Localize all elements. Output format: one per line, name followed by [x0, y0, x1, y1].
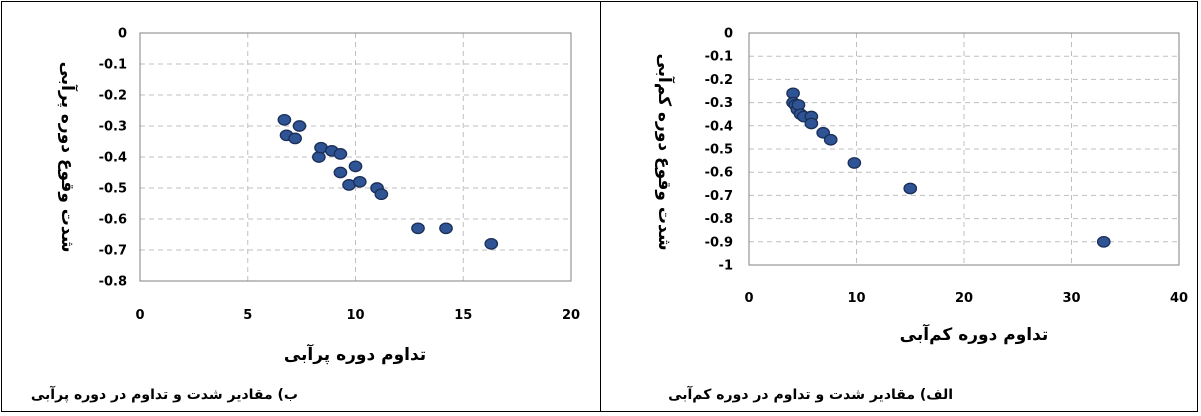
y-tick-label: -0.3 — [705, 96, 733, 111]
data-point — [333, 166, 348, 179]
y-tick-label: -0.2 — [705, 73, 733, 88]
y-tick-label: 0 — [118, 27, 127, 42]
plot-area — [139, 32, 572, 282]
x-tick-label: 10 — [346, 308, 364, 323]
y-tick-label: -0.3 — [99, 120, 127, 135]
data-point — [374, 188, 389, 201]
data-point — [804, 117, 819, 130]
y-axis-title: شدت وقوع دوره کم‌آبی — [654, 53, 676, 250]
x-tick-label: 0 — [135, 308, 144, 323]
panel-wet-period: 0 -0.1 -0.2 -0.3 -0.4 -0.5 -0.6 -0.7 -0.8 0 5 10 15 2… — [0, 0, 600, 416]
y-tick-label: -0.6 — [99, 213, 127, 228]
plot-area — [748, 32, 1180, 266]
y-tick-label: -0.8 — [99, 275, 127, 290]
data-point — [288, 132, 303, 145]
x-tick-label: 0 — [744, 291, 753, 306]
data-point — [847, 157, 862, 169]
y-tick-label: -0.4 — [99, 151, 127, 166]
y-tick-label: -0.8 — [705, 212, 733, 227]
y-tick-label: -0.6 — [705, 166, 733, 181]
data-point — [352, 175, 367, 188]
y-tick-label: -0.5 — [99, 182, 127, 197]
y-tick-label: -0.4 — [705, 119, 733, 134]
data-point — [1096, 235, 1111, 248]
data-point — [903, 182, 918, 195]
data-point — [411, 222, 425, 235]
data-point — [333, 148, 348, 160]
y-tick-label: -0.1 — [99, 58, 127, 73]
scatter-chart-wet-period: 0 -0.1 -0.2 -0.3 -0.4 -0.5 -0.6 -0.7 -0.8 0 5 10 15 2… — [57, 27, 580, 366]
panel-divider — [600, 1, 601, 412]
data-point — [312, 151, 326, 163]
data-point — [348, 160, 363, 173]
y-tick-label: -0.5 — [705, 143, 733, 158]
x-axis-title: تداوم دوره پرآبی — [284, 343, 426, 365]
y-tick-label: 0 — [724, 27, 733, 42]
y-tick-label: -0.9 — [705, 235, 733, 250]
x-tick-label: 10 — [847, 291, 865, 306]
data-point — [791, 99, 806, 111]
y-tick-label: -0.2 — [99, 89, 127, 104]
panel-drought-period: 0 -0.1 -0.2 -0.3 -0.4 -0.5 -0.6 -0.7 -0.8 -0.9 -1 0… — [601, 0, 1201, 416]
x-axis-title: تداوم دوره کم‌آبی — [900, 323, 1049, 345]
scatter-chart-drought-period: 0 -0.1 -0.2 -0.3 -0.4 -0.5 -0.6 -0.7 -0.8 -0.9 -1 0… — [654, 27, 1188, 346]
x-tick-label: 40 — [1170, 291, 1188, 306]
x-tick-label: 20 — [562, 308, 580, 323]
y-tick-label: -0.7 — [705, 189, 733, 204]
x-tick-label: 5 — [243, 308, 252, 323]
y-tick-label: -0.7 — [99, 244, 127, 259]
y-tick-label: -0.1 — [705, 50, 733, 65]
y-axis-title: شدت وقوع دوره پرآبی — [57, 62, 79, 253]
data-point — [823, 133, 838, 146]
x-tick-label: 20 — [955, 291, 973, 306]
chart-caption-wet-period: ب) مقادیر شدت و تداوم در دوره پرآبی — [30, 387, 298, 403]
chart-caption-drought-period: الف) مقادیر شدت و تداوم در دوره کم‌آبی — [668, 387, 953, 403]
y-tick-label: -1 — [719, 259, 733, 274]
x-tick-label: 30 — [1062, 291, 1080, 306]
data-point — [292, 120, 307, 132]
x-tick-label: 15 — [454, 308, 472, 323]
data-point — [277, 113, 292, 126]
data-point — [484, 237, 499, 250]
data-point — [439, 222, 453, 235]
